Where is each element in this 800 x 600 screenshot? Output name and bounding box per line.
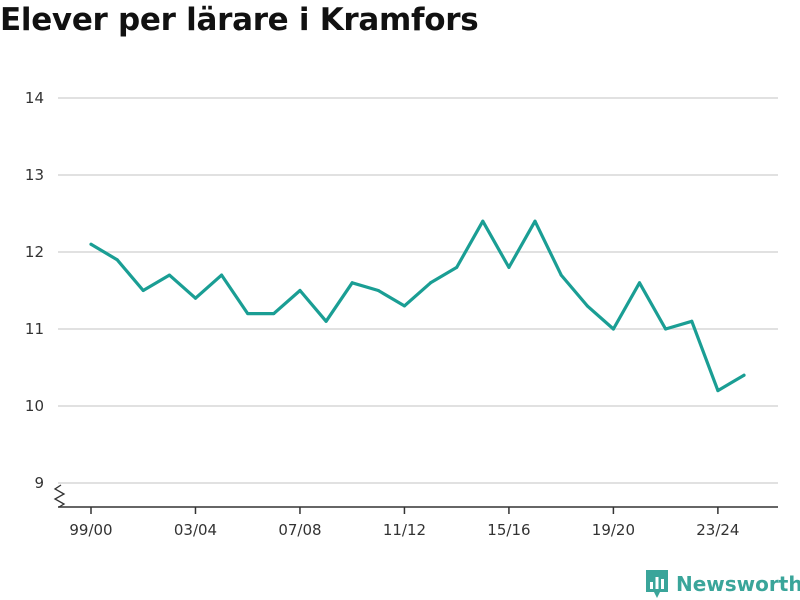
data-point (716, 389, 720, 393)
y-tick-label: 13 (25, 166, 44, 184)
y-axis-break-icon (53, 484, 66, 508)
data-point (350, 281, 354, 285)
data-point (141, 289, 145, 292)
data-point (402, 304, 406, 308)
y-axis-tick-labels: 9 10 11 12 13 14 (25, 89, 44, 492)
brand-name: Newsworthy (676, 572, 800, 596)
chart-title: Elever per lärare i Kramfors (0, 2, 479, 38)
data-point (246, 312, 250, 316)
data-point (167, 273, 171, 277)
data-point (742, 373, 746, 377)
data-point (559, 273, 563, 277)
y-tick-label: 14 (25, 89, 44, 107)
data-point (324, 319, 328, 323)
data-point (115, 258, 119, 262)
data-point (664, 327, 668, 331)
y-tick-label: 11 (25, 320, 44, 338)
x-tick-label: 99/00 (69, 521, 112, 539)
data-point (533, 219, 537, 223)
data-point (690, 319, 694, 323)
x-tick-label: 15/16 (487, 521, 530, 539)
series-line (89, 219, 746, 393)
data-point (481, 219, 485, 223)
data-point (507, 265, 511, 269)
data-point (638, 281, 642, 285)
x-tick-label: 07/08 (278, 521, 321, 539)
x-tick-label: 03/04 (174, 521, 217, 539)
data-point (455, 265, 459, 269)
data-point (585, 304, 589, 308)
gridlines (58, 97, 778, 484)
y-tick-label: 9 (34, 474, 44, 492)
data-point (376, 289, 380, 292)
series-layer (89, 219, 746, 393)
x-tick-label: 23/24 (696, 521, 739, 539)
data-point (220, 273, 224, 277)
x-axis-ticks: 99/00 03/04 07/08 11/12 15/16 19/20 23/24 (69, 507, 739, 539)
data-point (272, 312, 276, 316)
data-point (298, 289, 302, 292)
data-point (611, 327, 615, 331)
y-tick-label: 12 (25, 243, 44, 261)
data-point (193, 296, 197, 300)
data-point (89, 242, 93, 246)
data-point (429, 281, 433, 285)
x-tick-label: 19/20 (592, 521, 635, 539)
newsworthy-logo-icon (646, 570, 668, 598)
y-tick-label: 10 (25, 397, 44, 415)
newsworthy-brand: Newsworthy (644, 568, 800, 600)
x-tick-label: 11/12 (383, 521, 426, 539)
